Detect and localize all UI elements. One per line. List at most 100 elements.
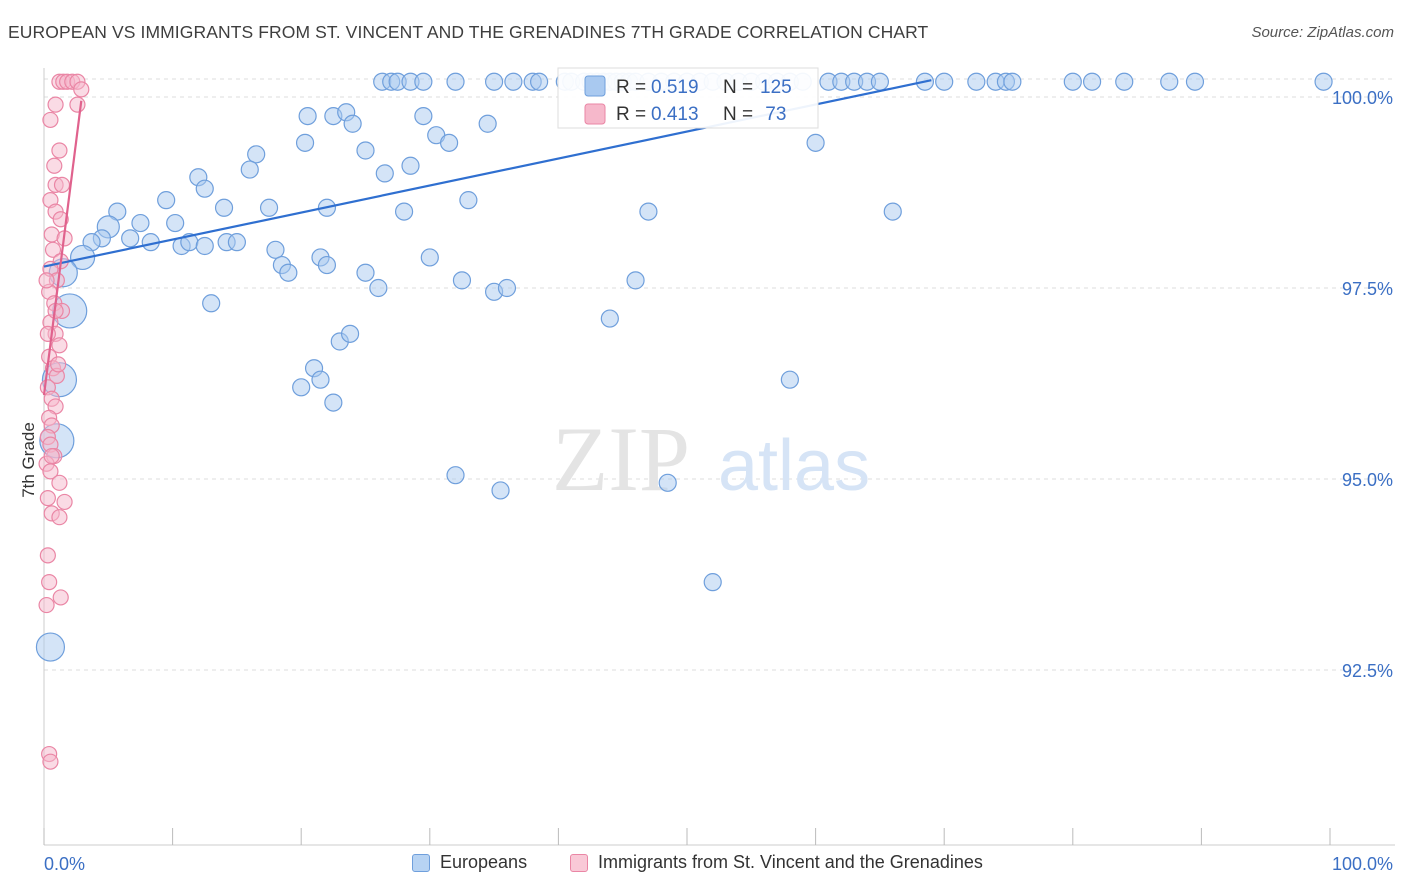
data-point [356,141,375,160]
data-point [324,393,343,412]
data-point [626,271,645,290]
data-point [195,236,214,256]
data-point [43,447,60,465]
stats-n-label-europeans: N = [723,77,753,98]
watermark-zip: ZIP [552,408,690,510]
data-point [53,176,71,193]
data-point [39,490,56,507]
data-point [292,378,311,397]
data-point [259,198,279,217]
data-point [52,589,69,606]
watermark: ZIP atlas [552,408,870,510]
data-point [1185,72,1205,91]
data-point [369,278,388,298]
stats-n-value-immigrants: 73 [760,104,786,125]
y-axis-title: 7th Grade [19,422,38,498]
data-point [247,145,266,164]
chart-title: EUROPEAN VS IMMIGRANTS FROM ST. VINCENT … [8,22,929,42]
data-point [279,263,298,282]
data-point [227,233,246,252]
stats-r-label-immigrants: R = [616,104,646,125]
data-point [883,202,902,221]
data-point [311,370,330,389]
data-point [73,81,90,98]
data-point [446,72,465,91]
data-point [47,96,64,113]
stats-n-label-immigrants: N = [723,104,753,125]
data-point [504,72,523,91]
stats-n-value-europeans: 125 [760,77,792,98]
data-point [459,191,478,210]
legend-swatch-europeans [412,853,430,872]
data-point [41,574,58,591]
stats-swatch-europeans [584,75,606,97]
data-point [340,324,360,343]
legend-label-europeans: Europeans [440,852,528,872]
y-tick-labels: 92.5% 95.0% 97.5% 100.0% [1332,88,1393,681]
data-point [491,481,510,500]
data-point [1063,72,1082,91]
data-point [485,72,504,91]
data-point [51,474,68,491]
data-point [317,255,337,275]
data-point [1082,72,1102,91]
y-tick-label: 100.0% [1332,88,1393,108]
data-point [266,240,285,259]
x-tick-label-min: 0.0% [44,854,85,874]
data-point [870,72,890,91]
data-point [1314,72,1333,91]
data-point [1115,72,1134,91]
data-point [375,164,394,183]
data-point [935,72,954,91]
data-point [51,509,68,526]
data-point [639,202,658,221]
data-point [39,547,56,564]
data-point [166,213,185,233]
data-point [658,473,677,492]
data-point [1160,72,1179,91]
data-point [401,156,420,175]
data-point [600,309,619,328]
y-tick-label: 97.5% [1342,279,1393,299]
data-point [446,466,465,485]
data-point [497,278,517,298]
data-point [51,142,68,159]
stats-r-value-europeans: 0.519 [651,77,699,98]
data-point [42,753,59,770]
data-point [780,370,799,389]
legend-swatch-immigrants [570,853,588,872]
y-tick-label: 92.5% [1342,661,1393,681]
stats-legend: R = 0.519 N = 125 R = 0.413 N = 73 [557,67,819,129]
bottom-legend: Europeans Immigrants from St. Vincent an… [0,852,1406,878]
data-point [439,133,459,152]
data-point [195,179,214,198]
data-point [452,271,472,290]
data-point [240,160,259,179]
legend-item-immigrants[interactable]: Immigrants from St. Vincent and the Gren… [570,852,983,873]
data-point [202,294,221,313]
data-point [214,198,234,217]
immigrants-points [38,73,90,770]
data-point [478,114,497,133]
source-label: Source: ZipAtlas.com [1251,24,1394,41]
data-point [420,248,439,267]
data-point [414,106,433,126]
data-point [131,213,150,233]
x-tick-label-max: 100.0% [1332,854,1393,874]
data-point [356,263,375,282]
data-point [343,114,362,133]
data-point [967,72,986,91]
data-point [530,72,549,91]
legend-label-immigrants: Immigrants from St. Vincent and the Gren… [598,852,983,872]
legend-item-europeans[interactable]: Europeans [412,852,527,873]
stats-swatch-immigrants [584,103,606,125]
y-tick-label: 95.0% [1342,470,1393,490]
data-point [52,211,69,228]
trendline-immigrants [42,100,83,396]
data-point [295,133,315,152]
data-point [56,493,73,511]
data-point [35,632,66,662]
data-point [414,72,433,91]
data-point [50,356,67,373]
